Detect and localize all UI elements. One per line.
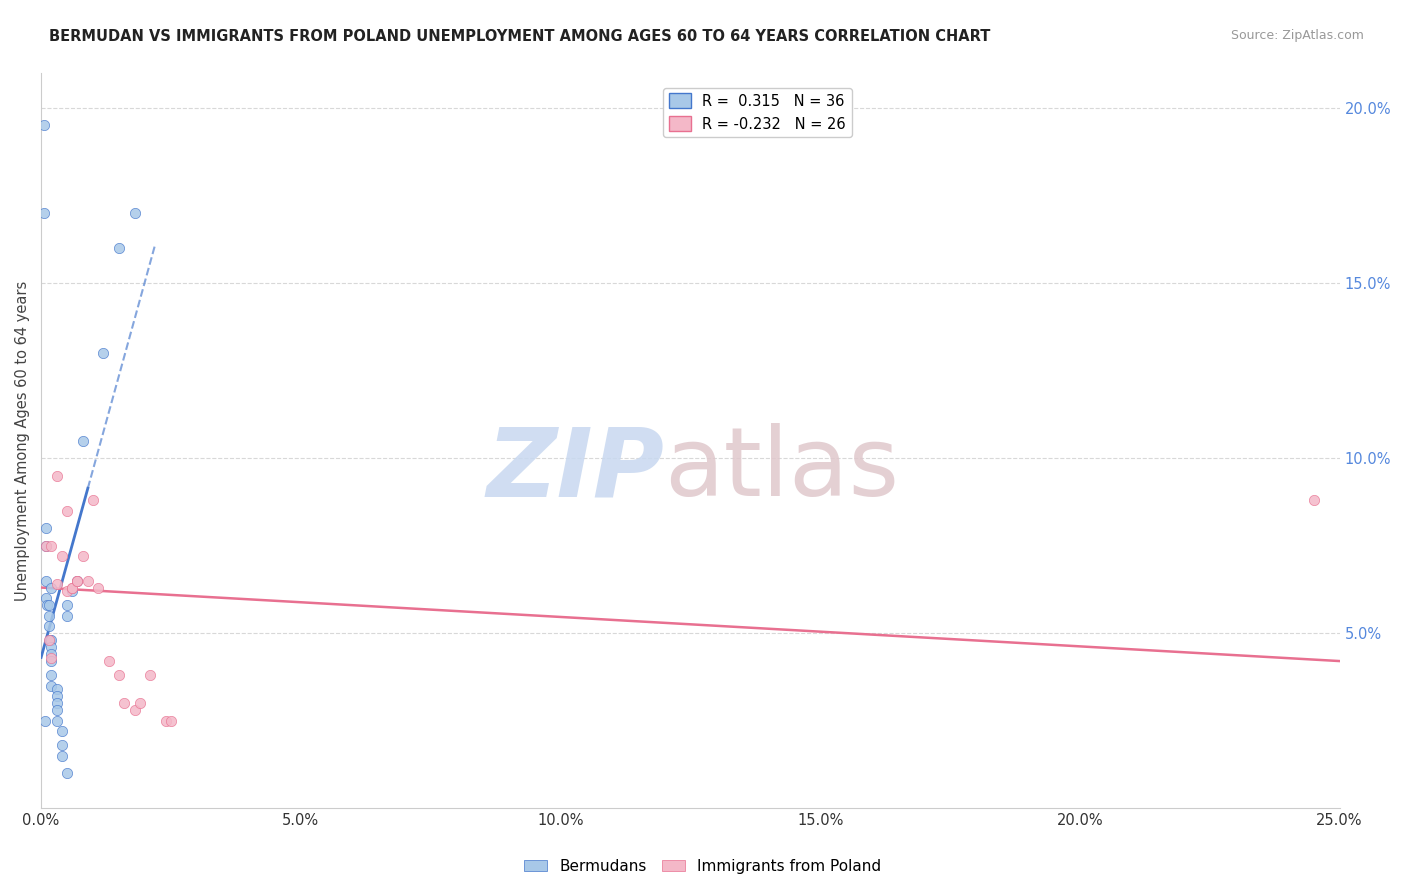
Text: ZIP: ZIP bbox=[486, 424, 665, 516]
Point bbox=[41, 581, 63, 595]
Y-axis label: Unemployment Among Ages 60 to 64 years: Unemployment Among Ages 60 to 64 years bbox=[15, 280, 30, 600]
Point bbox=[45, 703, 67, 717]
Point bbox=[108, 668, 131, 682]
Point bbox=[82, 493, 104, 508]
Point bbox=[93, 346, 115, 360]
Point bbox=[112, 696, 135, 710]
Point bbox=[124, 206, 146, 220]
Point bbox=[56, 584, 79, 599]
Point bbox=[66, 574, 89, 588]
Point bbox=[38, 619, 60, 633]
Point bbox=[38, 598, 60, 612]
Point bbox=[41, 650, 63, 665]
Point bbox=[37, 598, 59, 612]
Point bbox=[72, 434, 94, 448]
Point bbox=[155, 714, 177, 728]
Text: atlas: atlas bbox=[665, 424, 900, 516]
Point bbox=[51, 724, 73, 739]
Point bbox=[41, 633, 63, 648]
Point bbox=[35, 539, 58, 553]
Point bbox=[32, 119, 55, 133]
Text: Source: ZipAtlas.com: Source: ZipAtlas.com bbox=[1230, 29, 1364, 42]
Point bbox=[87, 581, 110, 595]
Point bbox=[56, 503, 79, 517]
Legend: Bermudans, Immigrants from Poland: Bermudans, Immigrants from Poland bbox=[519, 853, 887, 880]
Point bbox=[45, 714, 67, 728]
Point bbox=[60, 581, 83, 595]
Point bbox=[45, 689, 67, 703]
Point bbox=[41, 640, 63, 654]
Point bbox=[160, 714, 183, 728]
Point bbox=[72, 549, 94, 563]
Point bbox=[45, 577, 67, 591]
Point bbox=[139, 668, 162, 682]
Point bbox=[76, 574, 98, 588]
Point bbox=[51, 549, 73, 563]
Point bbox=[56, 608, 79, 623]
Point bbox=[41, 539, 63, 553]
Point bbox=[45, 468, 67, 483]
Point bbox=[41, 654, 63, 668]
Point bbox=[38, 608, 60, 623]
Point bbox=[124, 703, 146, 717]
Point bbox=[35, 521, 58, 535]
Point bbox=[60, 581, 83, 595]
Legend: R =  0.315   N = 36, R = -0.232   N = 26: R = 0.315 N = 36, R = -0.232 N = 26 bbox=[664, 87, 852, 137]
Point bbox=[35, 591, 58, 605]
Point bbox=[66, 574, 89, 588]
Point bbox=[56, 766, 79, 780]
Point bbox=[1302, 493, 1324, 508]
Point bbox=[41, 647, 63, 661]
Point bbox=[66, 574, 89, 588]
Text: BERMUDAN VS IMMIGRANTS FROM POLAND UNEMPLOYMENT AMONG AGES 60 TO 64 YEARS CORREL: BERMUDAN VS IMMIGRANTS FROM POLAND UNEMP… bbox=[49, 29, 991, 44]
Point bbox=[35, 539, 58, 553]
Point bbox=[41, 668, 63, 682]
Point bbox=[45, 681, 67, 696]
Point bbox=[39, 633, 62, 648]
Point bbox=[51, 738, 73, 752]
Point bbox=[108, 241, 131, 255]
Point bbox=[38, 633, 60, 648]
Point bbox=[45, 696, 67, 710]
Point bbox=[34, 714, 56, 728]
Point bbox=[97, 654, 120, 668]
Point bbox=[35, 574, 58, 588]
Point bbox=[41, 679, 63, 693]
Point bbox=[128, 696, 150, 710]
Point bbox=[56, 598, 79, 612]
Point bbox=[60, 584, 83, 599]
Point bbox=[51, 748, 73, 763]
Point bbox=[32, 206, 55, 220]
